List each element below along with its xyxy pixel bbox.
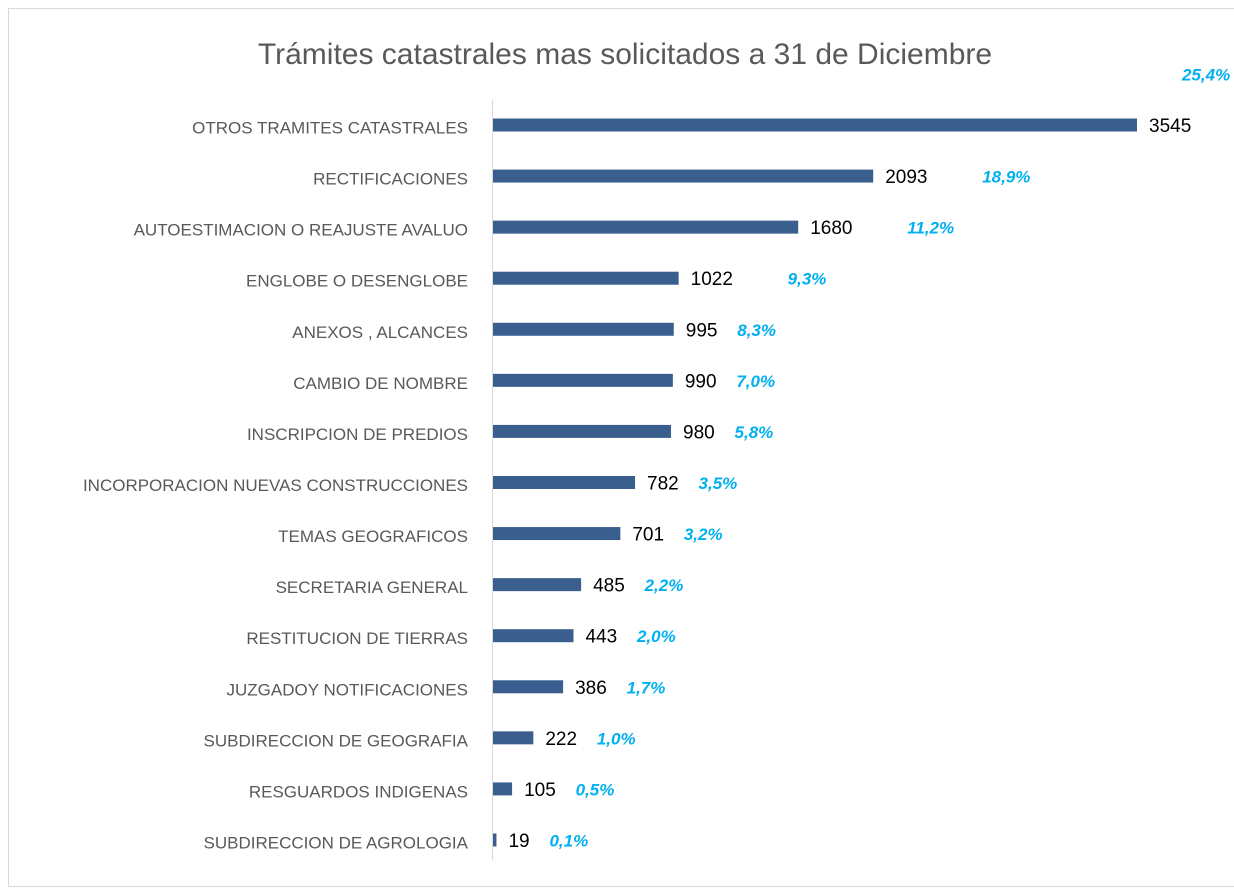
bar [493,629,574,643]
bar [493,527,621,541]
category-label: RECTIFICACIONES [313,170,468,189]
value-label: 980 [683,422,715,443]
percent-label: 0,1% [549,831,588,850]
chart-frame [8,8,1234,887]
bar [493,118,1137,132]
bar [493,424,672,438]
bar [493,475,636,489]
percent-label: 18,9% [982,168,1030,187]
bar [493,271,679,285]
value-label: 1680 [810,218,852,239]
percent-label: 8,3% [737,321,776,340]
bar [493,680,564,694]
bar [493,782,513,796]
category-label: RESTITUCION DE TIERRAS [246,629,468,648]
percent-label: 5,8% [735,423,774,442]
percent-label: 2,2% [644,576,684,595]
category-label: ENGLOBE O DESENGLOBE [246,272,468,291]
category-label: AUTOESTIMACION O REAJUSTE AVALUO [134,221,468,240]
percent-label: 9,3% [788,270,827,289]
percent-label: 11,2% [907,219,954,238]
category-label: OTROS TRAMITES CATASTRALES [192,118,468,137]
category-label: INSCRIPCION DE PREDIOS [247,425,468,444]
value-label: 995 [686,320,718,341]
category-label: INCORPORACION NUEVAS CONSTRUCCIONES [83,476,468,495]
chart-title: Trámites catastrales mas solicitados a 3… [258,38,992,71]
value-label: 2093 [885,167,927,188]
value-label: 19 [508,831,529,852]
percent-label: 1,7% [627,678,666,697]
value-label: 1022 [691,269,733,290]
bar [493,578,582,592]
value-label: 386 [575,678,607,699]
percent-label: 25,4% [1181,65,1230,84]
category-label: SECRETARIA GENERAL [276,578,468,597]
value-label: 701 [632,525,664,546]
value-label: 782 [647,474,679,495]
category-label: ANEXOS , ALCANCES [292,323,468,342]
value-label: 105 [524,780,556,801]
percent-label: 0,5% [576,780,615,799]
percent-label: 3,5% [699,474,738,493]
bar [493,220,799,234]
percent-label: 2,0% [636,627,676,646]
category-label: CAMBIO DE NOMBRE [293,374,468,393]
bar [493,731,534,745]
bar [493,833,497,847]
category-label: SUBDIRECCION DE AGROLOGIA [204,833,469,852]
bar [493,322,674,336]
bar [493,373,673,387]
bar [493,169,874,183]
value-label: 990 [685,371,717,392]
category-label: JUZGADOY NOTIFICACIONES [227,680,469,699]
value-label: 443 [585,627,617,648]
category-label: SUBDIRECCION DE GEOGRAFIA [204,731,469,750]
value-label: 3545 [1149,116,1191,137]
category-label: RESGUARDOS INDIGENAS [249,782,468,801]
percent-label: 1,0% [597,729,636,748]
percent-label: 7,0% [736,372,775,391]
percent-label: 3,2% [684,525,723,544]
value-label: 222 [545,729,577,750]
value-label: 485 [593,576,625,597]
category-label: TEMAS GEOGRAFICOS [278,527,468,546]
